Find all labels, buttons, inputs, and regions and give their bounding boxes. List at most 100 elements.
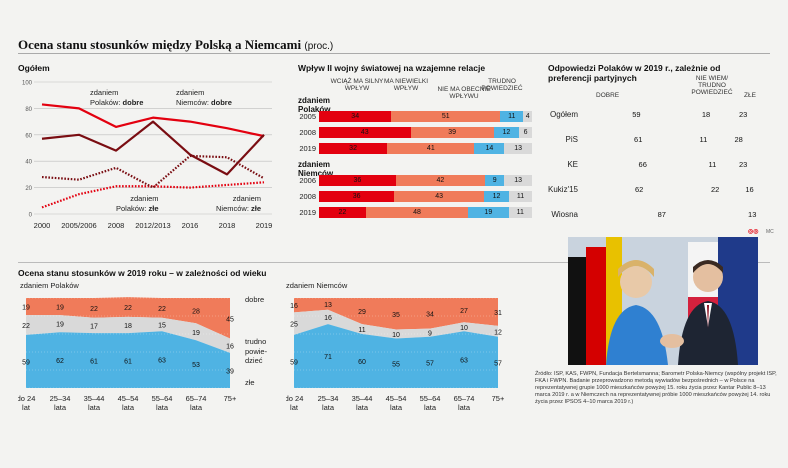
wwii-title: Wpływ II wojny światowej na wzajemne rel…	[298, 63, 486, 73]
value-label-good: 59	[22, 359, 30, 366]
value-label-bad: 16	[290, 303, 298, 310]
wwii-bar-segment: 12	[493, 127, 520, 138]
x-tick-label: lata	[54, 403, 67, 412]
value-label-dontknow: 19	[56, 322, 64, 329]
photo-merkel-morawiecki	[568, 237, 758, 365]
area-good	[26, 331, 230, 388]
series-line	[41, 103, 265, 138]
x-tick-label: lata	[322, 403, 335, 412]
series-line	[41, 181, 265, 209]
value-label-dontknow: 10	[392, 332, 400, 339]
value-label-bad: 29	[358, 309, 366, 316]
wwii-bar-segment: 32	[319, 143, 388, 154]
age-pl-subtitle: zdaniem Polaków	[20, 281, 79, 290]
wwii-bar-segment: 51	[391, 111, 501, 122]
x-tick-label: 75+	[492, 394, 505, 403]
value-label-dontknow: 25	[290, 322, 298, 329]
value-label-bad: 28	[192, 309, 200, 316]
x-tick-label: lata	[424, 403, 437, 412]
wwii-bar-segment: 11	[509, 191, 532, 202]
party-bar-segment: 23	[739, 110, 748, 119]
area-dontknow	[26, 315, 230, 353]
value-label-good: 57	[494, 360, 502, 367]
party-legend-dk: NIE WIEM/ TRUDNO POWIEDZIEĆ	[691, 75, 733, 96]
x-tick-label: 25–34	[50, 394, 71, 403]
x-tick-label: 35–44	[352, 394, 373, 403]
value-label-good: 53	[192, 362, 200, 369]
wwii-bar-segment: 6	[519, 127, 532, 138]
age-label-dk: trudno powie-dzieć	[245, 337, 268, 365]
wwii-year-label: 2005	[299, 112, 316, 121]
label-pl-good: zdaniem Polaków: dobre	[90, 88, 144, 107]
party-bar-segment: 23	[739, 160, 748, 169]
value-label-dontknow: 10	[460, 325, 468, 332]
wwii-bar-segment: 43	[394, 191, 484, 202]
wwii-group-label: zdaniem Polaków	[298, 96, 331, 114]
wwii-group-label: zdaniem Niemców	[298, 160, 334, 178]
x-tick-label: lata	[356, 403, 369, 412]
party-bar: 87 13	[583, 206, 764, 223]
x-tick-label: 2008	[108, 221, 125, 230]
party-category-label: Kukiz'15	[548, 185, 578, 194]
wwii-bar-segment: 13	[504, 175, 532, 186]
x-tick-label: lat	[290, 403, 299, 412]
party-bar-segment: 59	[632, 110, 641, 119]
x-tick-label: 2019	[256, 221, 273, 230]
page-title: Ocena stanu stosunków między Polską a Ni…	[18, 37, 334, 52]
value-label-good: 71	[324, 354, 332, 361]
value-label-bad: 45	[226, 316, 234, 323]
x-tick-label: lata	[122, 403, 135, 412]
x-tick-label: 45–54	[118, 394, 139, 403]
party-legend-good: DOBRE	[596, 92, 620, 99]
wwii-year-label: 2019	[299, 144, 316, 153]
party-bar-segment: 61	[634, 135, 643, 144]
value-label-good: 61	[124, 359, 132, 366]
y-tick-label: 80	[25, 107, 32, 113]
y-tick-label: 20	[25, 186, 32, 192]
y-tick-label: 60	[25, 133, 32, 139]
value-label-dontknow: 22	[22, 323, 30, 330]
wwii-bar-segment: 19	[468, 207, 509, 218]
x-tick-label: lata	[88, 403, 101, 412]
value-label-dontknow: 18	[124, 323, 132, 330]
x-tick-label: lat	[22, 403, 31, 412]
age-label-bad: złe	[245, 378, 255, 387]
label-de-good: zdaniem Niemców: dobre	[176, 88, 232, 107]
wwii-bar-segment: 4	[523, 111, 532, 122]
value-label-bad: 35	[392, 312, 400, 319]
wwii-bar: 43 39 12 6	[319, 127, 532, 138]
party-category-label: Ogółem	[549, 110, 578, 119]
x-tick-label: lata	[156, 403, 169, 412]
label-de-bad: zdaniem Niemców: złe	[216, 194, 262, 213]
x-tick-label: lata	[190, 403, 203, 412]
wwii-bar-segment: 13	[504, 143, 532, 154]
wwii-bar-segment: 39	[410, 127, 494, 138]
party-bar-segment: 66	[638, 160, 647, 169]
x-tick-label: 2000	[34, 221, 51, 230]
wwii-bar-segment: 34	[319, 111, 392, 122]
value-label-dontknow: 16	[226, 344, 234, 351]
wwii-legend-strong: WCIĄŻ MA SILNY WPŁYW	[330, 78, 384, 92]
value-label-bad: 31	[494, 310, 502, 317]
x-tick-label: lata	[458, 403, 471, 412]
y-tick-label: 40	[25, 160, 32, 166]
value-label-bad: 34	[426, 311, 434, 318]
wwii-bar-segment: 11	[500, 111, 524, 122]
value-label-bad: 22	[124, 305, 132, 312]
value-label-good: 63	[158, 358, 166, 365]
wwii-year-label: 2008	[299, 192, 316, 201]
area-bad	[26, 297, 230, 339]
wwii-bar-segment: 36	[319, 191, 395, 202]
credit-logo: ◎◎	[748, 229, 759, 235]
photo-illustration	[568, 237, 758, 365]
value-label-good: 60	[358, 359, 366, 366]
party-bar-segment: 11	[699, 135, 708, 144]
wwii-bar-segment: 11	[508, 207, 532, 218]
party-bar-segment: 28	[734, 135, 743, 144]
party-bar-segment: 18	[701, 110, 711, 119]
value-label-bad: 22	[158, 306, 166, 313]
value-label-good: 63	[460, 358, 468, 365]
ogolem-line-chart: 0 20 40 60 80 100 2000 2005/2006 2008 2012/2013 20…	[22, 81, 273, 231]
